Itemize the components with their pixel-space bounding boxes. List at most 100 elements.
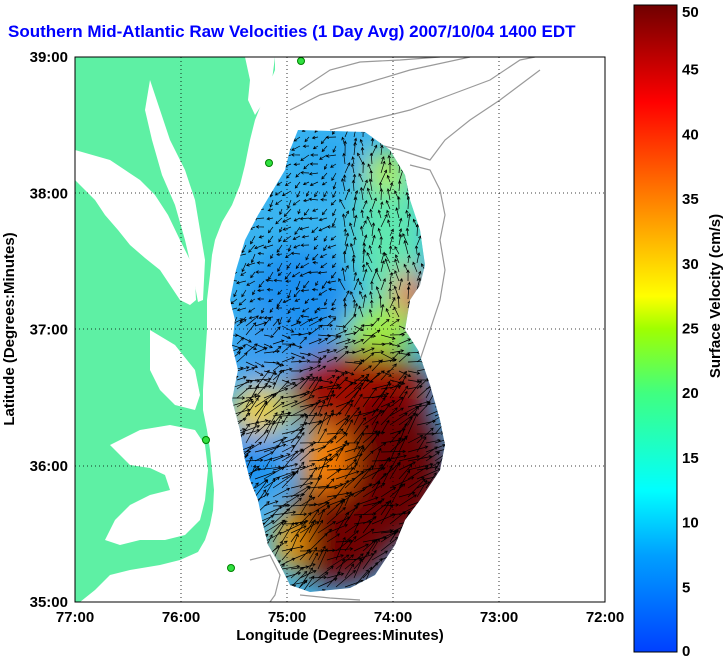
velocity-arrow [361,263,366,273]
velocity-arrow [344,535,357,552]
velocity-arrow [326,428,344,444]
velocity-arrow [299,474,313,489]
velocity-arrow [380,156,385,165]
velocity-arrow [371,317,380,327]
velocity-arrow [335,376,349,390]
velocity-arrow [362,347,375,354]
colorbar-ticks: 0 5 10 15 20 25 30 35 40 45 50 [682,4,699,659]
velocity-arrow [278,235,283,243]
velocity-arrow [308,338,322,345]
velocity-arrow [425,438,442,444]
velocity-arrow [384,258,391,273]
velocity-arrow [301,130,310,132]
velocity-arrow [380,504,393,525]
velocity-arrow [362,200,368,210]
velocity-arrow [299,486,311,498]
velocity-arrow [332,130,337,135]
velocity-arrow [272,369,285,381]
velocity-arrow [344,441,360,445]
velocity-arrow [267,208,274,212]
velocity-arrow [362,365,373,372]
velocity-arrow [341,136,346,147]
velocity-arrow [335,570,357,588]
velocity-arrow [317,393,336,399]
velocity-arrow [300,243,310,247]
velocity-arrow [276,252,283,257]
colorbar-tick-label: 25 [682,321,699,338]
velocity-arrow [344,290,350,300]
velocity-arrow [388,287,392,299]
velocity-arrow [344,419,353,435]
velocity-arrow [254,244,265,250]
velocity-arrow [308,376,322,399]
velocity-arrow [311,226,319,234]
velocity-arrow [342,174,347,183]
velocity-arrow [299,271,310,277]
velocity-arrow [371,538,380,552]
velocity-arrow [362,334,377,338]
velocity-arrow [306,190,310,197]
velocity-arrow [326,225,337,229]
velocity-arrow [406,285,411,300]
velocity-arrow [380,536,399,552]
velocity-arrow [349,222,355,237]
velocity-arrow [416,446,438,462]
y-tick-label: 38:00 [30,185,68,202]
velocity-arrow [398,416,413,435]
y-tick-label: 35:00 [30,594,68,611]
velocity-arrow [389,430,401,444]
velocity-arrow [254,401,268,426]
velocity-arrow [236,334,252,343]
velocity-arrow [245,343,257,350]
y-tick-label: 36:00 [30,458,68,475]
velocity-arrow [303,208,310,216]
velocity-arrow [351,257,355,273]
velocity-arrow [344,470,364,489]
velocity-arrow [366,261,373,273]
velocity-arrow [327,314,337,319]
velocity-arrow [339,198,346,210]
velocity-arrow [378,294,383,309]
velocity-arrow [344,403,353,417]
velocity-arrow [331,298,337,307]
velocity-arrow [290,429,303,444]
velocity-arrow [332,145,337,153]
velocity-arrow [281,400,298,408]
velocity-arrow [245,441,263,453]
velocity-arrow [295,172,301,178]
velocity-arrow [326,491,350,498]
velocity-arrow [380,403,390,417]
velocity-arrow [281,470,299,489]
velocity-arrow [313,244,319,250]
velocity-arrow [272,339,285,345]
velocity-arrow [353,137,358,147]
velocity-arrow [281,494,300,507]
velocity-arrow [353,214,358,228]
velocity-arrow [281,411,290,426]
velocity-arrow [299,366,314,372]
velocity-arrow [360,209,364,219]
grid-lines [75,57,605,602]
velocity-arrow [277,262,283,272]
velocity-arrow [297,208,301,215]
velocity-arrow [294,181,301,189]
velocity-arrow [318,217,328,222]
velocity-arrow [281,547,293,561]
velocity-arrow [245,384,259,408]
velocity-arrow [272,462,299,471]
velocity-arrow [281,334,292,340]
velocity-arrow [295,262,301,270]
velocity-arrow [263,317,272,327]
velocity-arrow [425,451,441,462]
velocity-arrow [254,347,268,354]
velocity-arrow [371,234,376,246]
velocity-arrow [335,399,355,408]
velocity-arrow [308,412,317,426]
velocity-arrow [291,271,301,278]
velocity-arrow [236,393,258,408]
velocity-arrow [403,239,409,255]
velocity-arrow [380,407,398,426]
velocity-arrow [304,136,310,143]
velocity-arrow [312,145,319,150]
velocity-arrow [308,509,320,525]
